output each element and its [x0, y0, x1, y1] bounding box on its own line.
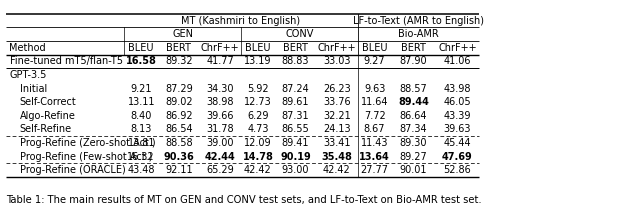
Text: 13.64: 13.64	[359, 152, 390, 162]
Text: ChrF++: ChrF++	[438, 43, 477, 53]
Text: ChrF++: ChrF++	[317, 43, 356, 53]
Text: 38.98: 38.98	[207, 97, 234, 107]
Text: 89.44: 89.44	[398, 97, 429, 107]
Text: 12.09: 12.09	[244, 138, 272, 148]
Text: LF-to-Text (AMR to English): LF-to-Text (AMR to English)	[353, 15, 484, 26]
Text: 9.21: 9.21	[131, 84, 152, 94]
Text: 14.78: 14.78	[243, 152, 273, 162]
Text: 35.48: 35.48	[321, 152, 353, 162]
Text: 39.00: 39.00	[207, 138, 234, 148]
Text: 87.24: 87.24	[282, 84, 309, 94]
Text: 12.73: 12.73	[244, 97, 272, 107]
Text: 13.81: 13.81	[127, 138, 155, 148]
Text: 16.32: 16.32	[127, 152, 155, 162]
Text: BLEU: BLEU	[245, 43, 271, 53]
Text: 13.19: 13.19	[244, 56, 271, 66]
Text: CONV: CONV	[285, 29, 314, 39]
Text: 31.78: 31.78	[207, 124, 234, 134]
Text: 86.55: 86.55	[282, 124, 309, 134]
Text: 93.00: 93.00	[282, 165, 309, 175]
Text: 7.72: 7.72	[364, 111, 385, 121]
Text: 90.01: 90.01	[400, 165, 428, 175]
Text: 87.31: 87.31	[282, 111, 309, 121]
Text: 39.63: 39.63	[444, 124, 471, 134]
Text: 33.41: 33.41	[323, 138, 351, 148]
Text: BERT: BERT	[166, 43, 191, 53]
Text: Self-Refine: Self-Refine	[20, 124, 72, 134]
Text: 32.21: 32.21	[323, 111, 351, 121]
Text: 24.13: 24.13	[323, 124, 351, 134]
Text: 42.42: 42.42	[323, 165, 351, 175]
Text: 26.23: 26.23	[323, 84, 351, 94]
Text: BERT: BERT	[401, 43, 426, 53]
Text: GEN: GEN	[172, 29, 193, 39]
Text: 89.61: 89.61	[282, 97, 309, 107]
Text: Self-Correct: Self-Correct	[20, 97, 76, 107]
Text: 4.73: 4.73	[247, 124, 269, 134]
Text: MT (Kashmiri to English): MT (Kashmiri to English)	[181, 15, 301, 26]
Text: Prog-Refine (ORACLE): Prog-Refine (ORACLE)	[20, 165, 125, 175]
Text: 6.29: 6.29	[247, 111, 269, 121]
Text: 87.29: 87.29	[165, 84, 193, 94]
Text: 43.48: 43.48	[127, 165, 155, 175]
Text: 8.40: 8.40	[131, 111, 152, 121]
Text: 13.11: 13.11	[127, 97, 155, 107]
Text: 11.43: 11.43	[361, 138, 388, 148]
Text: Prog-Refine (Zero-shot Act.): Prog-Refine (Zero-shot Act.)	[20, 138, 155, 148]
Text: 87.90: 87.90	[399, 56, 428, 66]
Text: 42.42: 42.42	[244, 165, 272, 175]
Text: GPT-3.5: GPT-3.5	[10, 70, 47, 80]
Text: 9.63: 9.63	[364, 84, 385, 94]
Text: 43.39: 43.39	[444, 111, 471, 121]
Text: 41.06: 41.06	[444, 56, 471, 66]
Text: 9.27: 9.27	[364, 56, 385, 66]
Text: 86.54: 86.54	[165, 124, 193, 134]
Text: 89.02: 89.02	[165, 97, 193, 107]
Text: 45.44: 45.44	[444, 138, 471, 148]
Text: 39.66: 39.66	[207, 111, 234, 121]
Text: 8.13: 8.13	[131, 124, 152, 134]
Text: 86.64: 86.64	[400, 111, 428, 121]
Text: 41.77: 41.77	[207, 56, 234, 66]
Text: 89.30: 89.30	[400, 138, 428, 148]
Text: 89.41: 89.41	[282, 138, 309, 148]
Text: Bio-AMR: Bio-AMR	[398, 29, 439, 39]
Text: BLEU: BLEU	[129, 43, 154, 53]
Text: 92.11: 92.11	[165, 165, 193, 175]
Text: 11.64: 11.64	[361, 97, 388, 107]
Text: 5.92: 5.92	[247, 84, 269, 94]
Text: 27.77: 27.77	[360, 165, 388, 175]
Text: ChrF++: ChrF++	[201, 43, 239, 53]
Text: 65.29: 65.29	[207, 165, 234, 175]
Text: 46.05: 46.05	[444, 97, 471, 107]
Text: 86.92: 86.92	[165, 111, 193, 121]
Text: 34.30: 34.30	[207, 84, 234, 94]
Text: 88.57: 88.57	[399, 84, 428, 94]
Text: Table 1: The main results of MT on GEN and CONV test sets, and LF-to-Text on Bio: Table 1: The main results of MT on GEN a…	[6, 195, 482, 205]
Text: 90.36: 90.36	[163, 152, 195, 162]
Text: Method: Method	[9, 43, 45, 53]
Text: BLEU: BLEU	[362, 43, 387, 53]
Text: Prog-Refine (Few-shot Act.): Prog-Refine (Few-shot Act.)	[20, 152, 152, 162]
Text: Algo-Refine: Algo-Refine	[20, 111, 76, 121]
Text: 88.58: 88.58	[165, 138, 193, 148]
Text: 33.76: 33.76	[323, 97, 351, 107]
Text: 52.86: 52.86	[444, 165, 471, 175]
Text: 42.44: 42.44	[205, 152, 236, 162]
Text: 47.69: 47.69	[442, 152, 473, 162]
Text: 89.32: 89.32	[165, 56, 193, 66]
Text: Initial: Initial	[20, 84, 47, 94]
Text: 43.98: 43.98	[444, 84, 471, 94]
Text: 8.67: 8.67	[364, 124, 385, 134]
Text: Fine-tuned mT5/flan-T5: Fine-tuned mT5/flan-T5	[10, 56, 122, 66]
Text: 88.83: 88.83	[282, 56, 309, 66]
Text: BERT: BERT	[283, 43, 308, 53]
Text: 33.03: 33.03	[323, 56, 351, 66]
Text: 87.34: 87.34	[399, 124, 428, 134]
Text: 89.27: 89.27	[399, 152, 428, 162]
Text: 16.58: 16.58	[126, 56, 157, 66]
Text: 90.19: 90.19	[280, 152, 311, 162]
